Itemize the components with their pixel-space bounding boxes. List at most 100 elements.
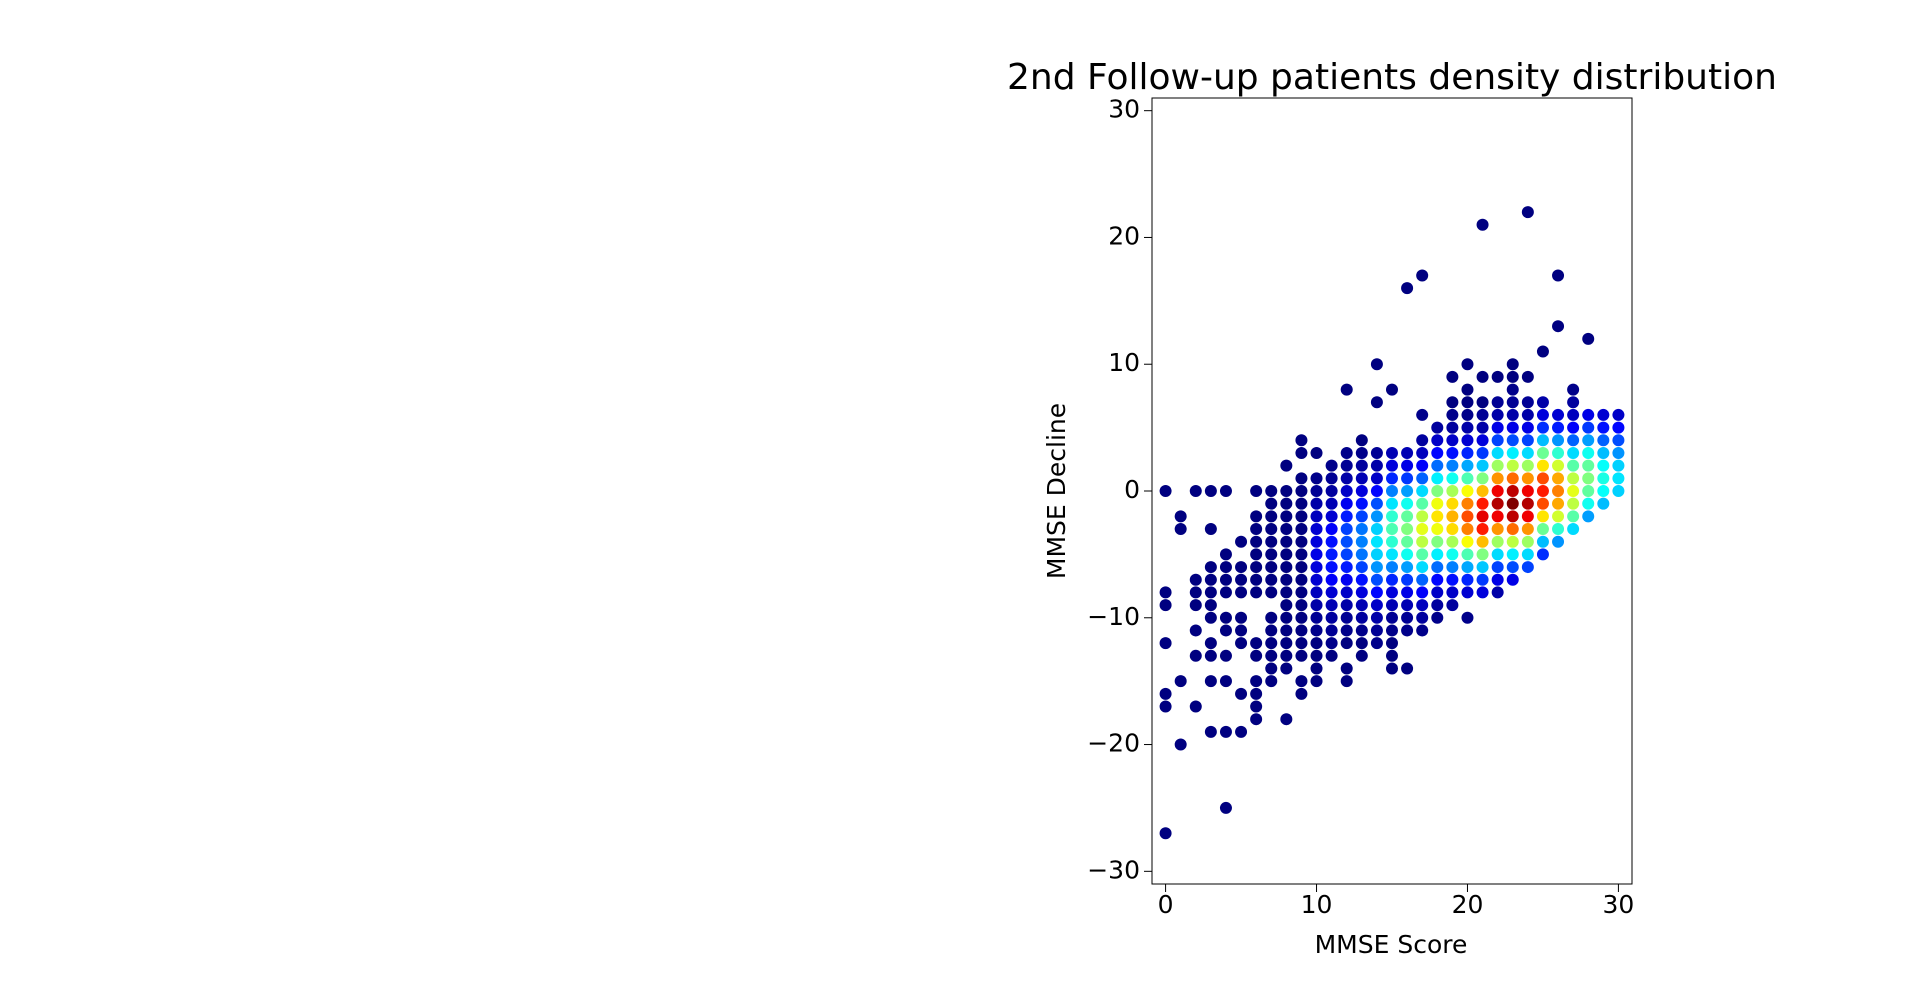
scatter-point [1461, 586, 1474, 599]
scatter-point [1597, 421, 1610, 434]
scatter-point [1552, 510, 1565, 523]
scatter-point [1476, 485, 1489, 497]
scatter-point [1295, 561, 1308, 574]
scatter-point [1446, 561, 1459, 574]
scatter-point [1431, 421, 1444, 434]
scatter-point [1355, 573, 1368, 586]
scatter-point [1370, 548, 1383, 561]
scatter-point [1310, 637, 1323, 650]
scatter-point [1250, 586, 1263, 599]
scatter-point [1310, 675, 1323, 688]
scatter-point [1552, 421, 1565, 434]
scatter-point [1325, 535, 1338, 548]
scatter-point [1536, 446, 1549, 459]
scatter-point [1159, 586, 1172, 599]
scatter-point [1461, 485, 1474, 497]
scatter-point [1506, 548, 1519, 561]
scatter-point [1219, 561, 1232, 574]
scatter-point [1567, 472, 1580, 485]
scatter-point [1461, 472, 1474, 485]
scatter-point [1370, 472, 1383, 485]
scatter-point [1416, 548, 1429, 561]
scatter-point [1446, 370, 1459, 383]
scatter-point [1491, 421, 1504, 434]
scatter-point [1310, 624, 1323, 637]
scatter-point [1370, 396, 1383, 409]
scatter-point [1431, 497, 1444, 510]
scatter-point [1461, 611, 1474, 624]
scatter-point [1386, 573, 1398, 586]
scatter-point [1370, 523, 1383, 536]
scatter-point [1295, 624, 1308, 637]
scatter-point [1386, 586, 1398, 599]
scatter-point [1159, 637, 1172, 650]
scatter-point [1567, 510, 1580, 523]
scatter-point [1235, 535, 1248, 548]
scatter-point [1521, 446, 1534, 459]
scatter-point [1446, 599, 1459, 612]
scatter-point [1280, 459, 1293, 472]
scatter-point [1295, 649, 1308, 662]
y-tick-label: −10 [1087, 602, 1140, 631]
scatter-point [1582, 332, 1595, 345]
scatter-point [1536, 548, 1549, 561]
scatter-point [1310, 548, 1323, 561]
scatter-point [1506, 358, 1519, 371]
y-tick-label: 30 [1108, 95, 1140, 124]
chart-title: 2nd Follow-up patients density distribut… [1007, 57, 1777, 98]
scatter-point [1189, 624, 1202, 637]
scatter-point [1582, 472, 1595, 485]
scatter-point [1370, 586, 1383, 599]
scatter-point [1295, 586, 1308, 599]
scatter-point [1280, 523, 1293, 536]
scatter-point [1552, 320, 1565, 333]
scatter-point [1491, 485, 1504, 497]
scatter-point [1219, 649, 1232, 662]
scatter-point [1355, 510, 1368, 523]
scatter-point [1506, 573, 1519, 586]
scatter-point [1159, 700, 1172, 713]
scatter-point [1401, 586, 1414, 599]
x-tick-label: 0 [1158, 890, 1174, 919]
scatter-point [1265, 548, 1278, 561]
scatter-point [1280, 497, 1293, 510]
scatter-point [1370, 637, 1383, 650]
scatter-point [1597, 485, 1610, 497]
scatter-point [1295, 472, 1308, 485]
scatter-point [1325, 611, 1338, 624]
scatter-point [1461, 459, 1474, 472]
scatter-point [1461, 573, 1474, 586]
scatter-point [1552, 459, 1565, 472]
scatter-point [1325, 573, 1338, 586]
scatter-point [1416, 599, 1429, 612]
scatter-point [1401, 472, 1414, 485]
scatter-point [1340, 624, 1353, 637]
scatter-point [1521, 561, 1534, 574]
scatter-point [1536, 421, 1549, 434]
scatter-point [1325, 637, 1338, 650]
scatter-point [1521, 535, 1534, 548]
scatter-point [1491, 434, 1504, 447]
scatter-point [1612, 459, 1625, 472]
scatter-point [1340, 675, 1353, 688]
scatter-point [1491, 472, 1504, 485]
scatter-point [1325, 472, 1338, 485]
scatter-point [1265, 611, 1278, 624]
y-tick-label: 20 [1108, 221, 1140, 250]
scatter-point [1355, 599, 1368, 612]
scatter-point [1250, 675, 1263, 688]
scatter-point [1189, 700, 1202, 713]
scatter-point [1521, 421, 1534, 434]
scatter-point [1416, 485, 1429, 497]
scatter-point [1461, 434, 1474, 447]
scatter-point [1340, 561, 1353, 574]
scatter-point [1506, 408, 1519, 421]
scatter-point [1370, 611, 1383, 624]
scatter-point [1310, 586, 1323, 599]
scatter-point [1325, 624, 1338, 637]
scatter-point [1506, 370, 1519, 383]
scatter-point [1431, 548, 1444, 561]
scatter-point [1567, 383, 1580, 396]
scatter-point [1386, 535, 1398, 548]
scatter-point [1265, 535, 1278, 548]
